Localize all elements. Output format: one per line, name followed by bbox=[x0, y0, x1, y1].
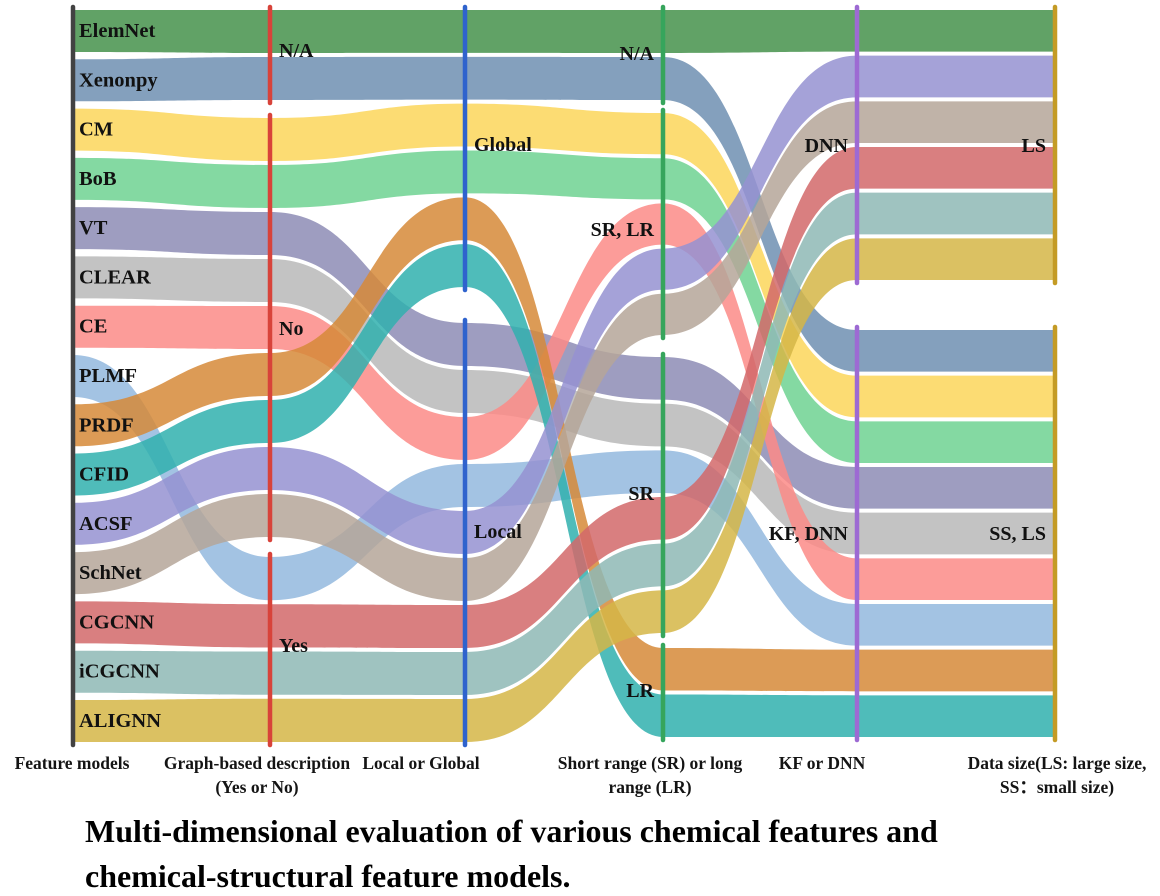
flow-PLMF bbox=[73, 354, 1055, 646]
footer-graph-based-line1: Graph-based description bbox=[163, 753, 351, 773]
node-labels: N/A No Yes Global Local N/A SR, LR SR LR DNN KF, D… bbox=[279, 40, 1046, 702]
flow-CFID bbox=[73, 244, 1055, 737]
node-label-kf_or_dnn-KF, DNN: KF, DNN bbox=[769, 523, 849, 545]
model-label-ACSF: ACSF bbox=[79, 513, 133, 535]
figure-caption: Multi-dimensional evaluation of various … bbox=[85, 809, 938, 896]
model-label-PLMF: PLMF bbox=[79, 365, 137, 387]
flow-ribbons bbox=[73, 10, 1055, 743]
footer-range-line2: range (LR) bbox=[608, 777, 692, 797]
footer-range-line1: Short range (SR) or long bbox=[557, 753, 743, 773]
axis-lines bbox=[70, 4, 1058, 748]
footer-graph-based: Graph-based description (Yes or No) bbox=[164, 751, 350, 799]
flow-CM bbox=[73, 103, 1055, 418]
node-label-range-SR, LR: SR, LR bbox=[591, 219, 655, 241]
model-label-VT: VT bbox=[79, 217, 108, 239]
flow-VT bbox=[73, 207, 1055, 509]
flow-Xenonpy bbox=[73, 56, 1055, 372]
model-label-SchNet: SchNet bbox=[79, 562, 142, 584]
footer-kf-or-dnn-line1: KF or DNN bbox=[778, 753, 866, 773]
node-label-range-SR: SR bbox=[628, 483, 654, 505]
footer-local-or-global-line1: Local or Global bbox=[362, 753, 480, 773]
flow-SchNet bbox=[73, 101, 1055, 601]
node-label-graph_based-No: No bbox=[279, 318, 303, 340]
model-labels: ElemNet Xenonpy CM BoB VT CLEAR CE PLMF PRDF CFID… bbox=[79, 20, 161, 732]
node-label-data_size-SS, LS: SS, LS bbox=[989, 523, 1046, 545]
model-label-PRDF: PRDF bbox=[79, 414, 134, 436]
node-label-graph_based-N/A: N/A bbox=[279, 40, 314, 62]
footer-data-size-line2: SS：small size) bbox=[999, 777, 1115, 797]
footer-range: Short range (SR) or long range (LR) bbox=[558, 751, 742, 799]
node-label-graph_based-Yes: Yes bbox=[279, 635, 308, 657]
model-label-CM: CM bbox=[79, 119, 113, 141]
footer-data-size-line1: Data size(LS: large size, bbox=[967, 753, 1147, 773]
footer-graph-based-line2: (Yes or No) bbox=[215, 777, 299, 797]
model-label-CFID: CFID bbox=[79, 464, 129, 486]
model-label-ALIGNN: ALIGNN bbox=[79, 710, 161, 732]
figure-caption-line2: chemical-structural feature models. bbox=[85, 858, 571, 894]
model-label-CE: CE bbox=[79, 316, 107, 338]
model-label-ElemNet: ElemNet bbox=[79, 20, 155, 42]
footer-local-or-global: Local or Global bbox=[362, 751, 479, 775]
flow-ElemNet bbox=[73, 10, 1055, 53]
footer-feature-models: Feature models bbox=[15, 751, 130, 775]
footer-data-size: Data size(LS: large size, SS：small size) bbox=[968, 751, 1147, 799]
flow-BoB bbox=[73, 150, 1055, 463]
node-label-local_or_global-Global: Global bbox=[474, 134, 532, 156]
flow-ACSF bbox=[73, 55, 1055, 555]
figure-caption-line1: Multi-dimensional evaluation of various … bbox=[85, 813, 938, 849]
node-label-range-N/A: N/A bbox=[620, 43, 655, 65]
node-label-kf_or_dnn-DNN: DNN bbox=[805, 135, 849, 157]
node-label-local_or_global-Local: Local bbox=[474, 521, 522, 543]
model-label-CLEAR: CLEAR bbox=[79, 266, 151, 288]
model-label-iCGCNN: iCGCNN bbox=[79, 661, 160, 683]
footer-kf-or-dnn: KF or DNN bbox=[779, 751, 866, 775]
model-label-BoB: BoB bbox=[79, 168, 117, 190]
model-label-Xenonpy: Xenonpy bbox=[79, 69, 158, 91]
model-label-CGCNN: CGCNN bbox=[79, 611, 154, 633]
sankey-diagram: ElemNet Xenonpy CM BoB VT CLEAR CE PLMF PRDF CFID… bbox=[70, 4, 1058, 748]
footer-feature-models-line1: Feature models bbox=[14, 753, 130, 773]
node-label-data_size-LS: LS bbox=[1022, 135, 1046, 157]
flow-CE bbox=[73, 203, 1055, 600]
node-label-range-LR: LR bbox=[626, 680, 654, 702]
